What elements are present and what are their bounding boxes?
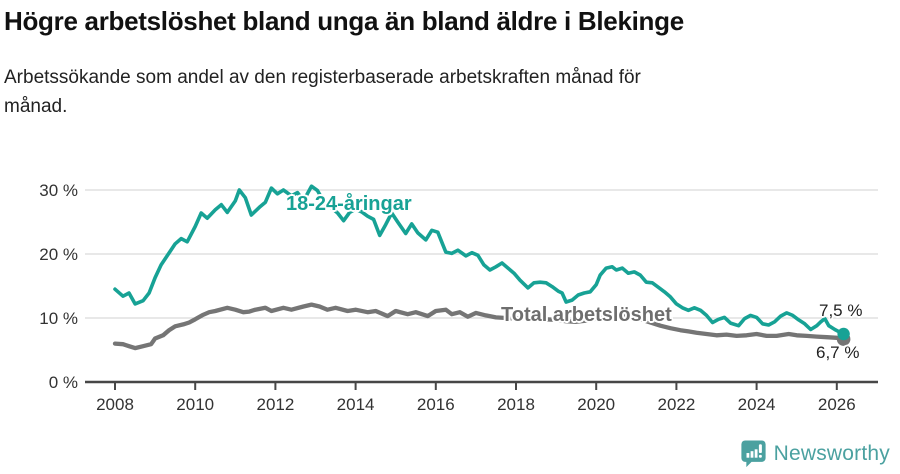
end-value-label-total: 6,7 %	[816, 343, 860, 362]
subtitle-line-2: månad.	[4, 96, 68, 117]
x-tick-label-2008: 2008	[96, 395, 134, 414]
x-tick-label-2018: 2018	[497, 395, 535, 414]
x-tick-label-2024: 2024	[738, 395, 776, 414]
newsworthy-bubble-chart-icon	[741, 440, 766, 468]
series-label-youth: 18-24-åringar	[286, 193, 412, 215]
end-value-label-youth: 7,5 %	[819, 301, 863, 320]
x-tick-label-2022: 2022	[657, 395, 695, 414]
y-tick-label-20: 20 %	[39, 245, 78, 264]
series-end-dot-youth	[837, 327, 850, 341]
newsworthy-logo[interactable]: Newsworthy	[740, 439, 890, 468]
newsworthy-wordmark: Newsworthy	[773, 441, 890, 465]
x-tick-label-2014: 2014	[337, 395, 375, 414]
chart-subtitle: Arbetssökande som andel av den registerb…	[4, 63, 864, 121]
series-line-youth	[113, 184, 846, 336]
x-tick-label-2016: 2016	[417, 395, 455, 414]
x-tick-label-2012: 2012	[256, 395, 294, 414]
y-tick-label-10: 10 %	[39, 309, 78, 328]
chart-title: Högre arbetslöshet bland unga än bland ä…	[4, 6, 684, 36]
x-tick-label-2010: 2010	[176, 395, 214, 414]
subtitle-line-1: Arbetssökande som andel av den registerb…	[4, 67, 641, 88]
series-label-total: Total arbetslöshet	[501, 304, 672, 326]
y-tick-label-0: 0 %	[49, 373, 78, 392]
y-tick-label-30: 30 %	[39, 181, 78, 200]
x-tick-label-2026: 2026	[818, 395, 856, 414]
series-line-total	[112, 302, 846, 351]
x-tick-label-2020: 2020	[577, 395, 615, 414]
